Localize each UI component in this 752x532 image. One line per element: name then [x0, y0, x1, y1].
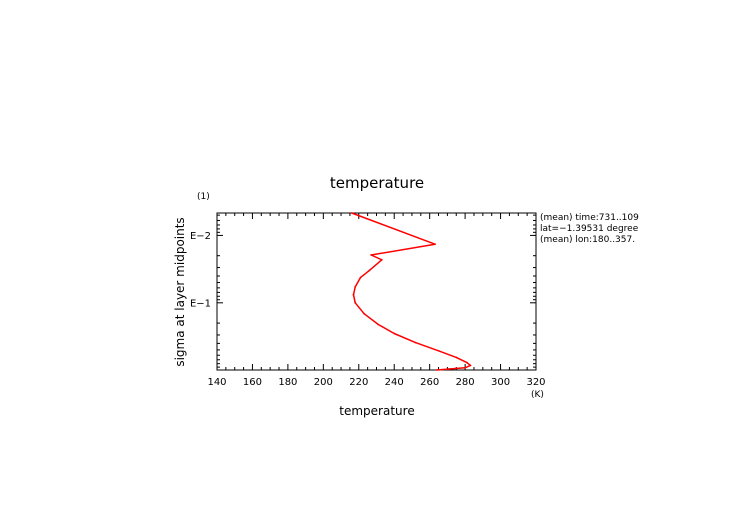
data-point	[377, 323, 380, 326]
annotation-block: (mean) time:731..109 lat=−1.39531 degree…	[540, 213, 639, 245]
data-point	[352, 293, 355, 296]
y-axis-ticks: E−2 E−1	[190, 214, 536, 368]
series-group	[350, 212, 472, 371]
x-tick-label: 140	[207, 377, 226, 388]
x-tick-label: 180	[278, 377, 297, 388]
y-tick-label: E−2	[190, 231, 211, 242]
x-tick-label: 160	[243, 377, 262, 388]
data-point	[359, 276, 362, 279]
y-axis-label: sigma at layer midpoints	[173, 217, 187, 366]
series-line	[351, 212, 472, 371]
annotation-lon: (mean) lon:180..357.	[540, 235, 635, 245]
data-point	[368, 269, 371, 272]
x-tick-label: 220	[349, 377, 368, 388]
data-point	[464, 366, 467, 369]
plot-frame	[216, 212, 537, 371]
x-tick-label: 320	[526, 377, 545, 388]
x-tick-label: 200	[314, 377, 333, 388]
x-tick-label: 300	[491, 377, 510, 388]
data-point	[414, 341, 417, 344]
data-point	[393, 332, 396, 335]
chart-title: temperature	[330, 174, 424, 192]
x-tick-label: 240	[385, 377, 404, 388]
data-point	[363, 312, 365, 315]
y-units-label: (1)	[197, 192, 210, 202]
data-point	[469, 364, 472, 367]
x-axis-ticks: 140 160 180 200 220 240 260 280 300 320	[207, 213, 546, 388]
data-point	[448, 368, 451, 370]
x-tick-label: 280	[456, 377, 475, 388]
data-point	[354, 301, 357, 304]
data-point	[437, 349, 440, 352]
x-axis-label: temperature	[339, 404, 414, 418]
x-tick-label: 260	[420, 377, 439, 388]
annotation-clip	[640, 205, 752, 250]
data-point	[380, 258, 383, 261]
annotation-time: (mean) time:731..109	[540, 213, 639, 223]
data-point	[350, 212, 353, 214]
data-point	[434, 243, 436, 246]
data-point	[354, 285, 357, 288]
annotation-lat: lat=−1.39531 degree	[540, 224, 639, 234]
data-point	[465, 361, 468, 364]
data-point	[370, 254, 373, 256]
data-point	[435, 369, 438, 371]
y-tick-label: E−1	[190, 298, 211, 309]
data-point	[455, 356, 458, 359]
x-units-label: (K)	[531, 390, 544, 400]
